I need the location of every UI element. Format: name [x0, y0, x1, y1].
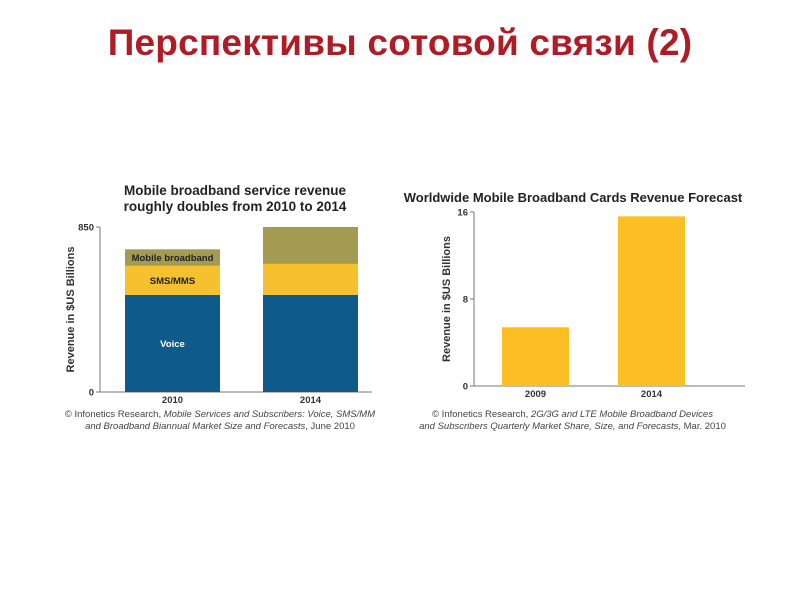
chart1-bar-2014-mobile-broadband: [263, 227, 358, 264]
chart1-title: Mobile broadband service revenue roughly…: [123, 183, 347, 214]
chart1-x-tick-label: 2014: [300, 395, 322, 406]
chart2-source-title-2: and Subscribers Quarterly Market Share, …: [419, 421, 679, 433]
chart1-y-axis-label: Revenue in $US Billions: [65, 247, 77, 373]
chart1-bar-2010-sms-mms: [125, 265, 220, 295]
slide-title: Перспективы сотовой связи (2): [107, 22, 693, 63]
chart1-x-tick-label: 2010: [162, 395, 183, 406]
chart1-y-tick-label: 850: [78, 223, 94, 234]
chart1-source-date: , June 2010: [305, 421, 355, 433]
chart1-source-note: © Infonetics Research, Mobile Services a…: [52, 409, 388, 434]
chart2-source-prefix: © Infonetics Research,: [432, 409, 531, 420]
chart1-series-label: SMS/MMS: [150, 276, 195, 287]
chart2-x-tick-label: 2009: [525, 389, 546, 400]
chart2-y-tick-label: 0: [463, 382, 468, 393]
chart2-y-tick-label: 16: [457, 208, 468, 219]
chart1-bar-2014-voice: [263, 294, 358, 392]
chart2-bar-2009: [502, 327, 569, 386]
chart2-x-tick-label: 2014: [641, 389, 663, 400]
chart2-title: Worldwide Mobile Broadband Cards Revenue…: [403, 190, 743, 205]
chart1-source-title-2: and Broadband Biannual Market Size and F…: [85, 421, 306, 433]
chart1-source-title-1: Mobile Services and Subscribers: Voice, …: [163, 409, 376, 420]
chart2-source-date: , Mar. 2010: [678, 421, 726, 433]
chart1-bar-2010-mobile-broadband: [125, 249, 220, 266]
chart1-bar-2010-voice: [125, 294, 220, 392]
chart1-source-prefix: © Infonetics Research,: [64, 409, 164, 420]
chart1-y-tick-label: 0: [89, 388, 94, 399]
chart2-y-axis-label: Revenue in $US Billions: [441, 236, 453, 362]
chart2-y-tick-label: 8: [463, 295, 468, 306]
chart2-source-note: © Infonetics Research, 2G/3G and LTE Mob…: [400, 409, 745, 434]
chart2-bar-2014: [618, 216, 685, 386]
chart1-bar-2014-sms-mms: [263, 263, 358, 295]
chart1-series-label: Mobile broadband: [132, 253, 214, 264]
chart1-series-label: Voice: [160, 339, 185, 350]
chart2-source-title-1: 2G/3G and LTE Mobile Broadband Devices: [530, 409, 713, 420]
